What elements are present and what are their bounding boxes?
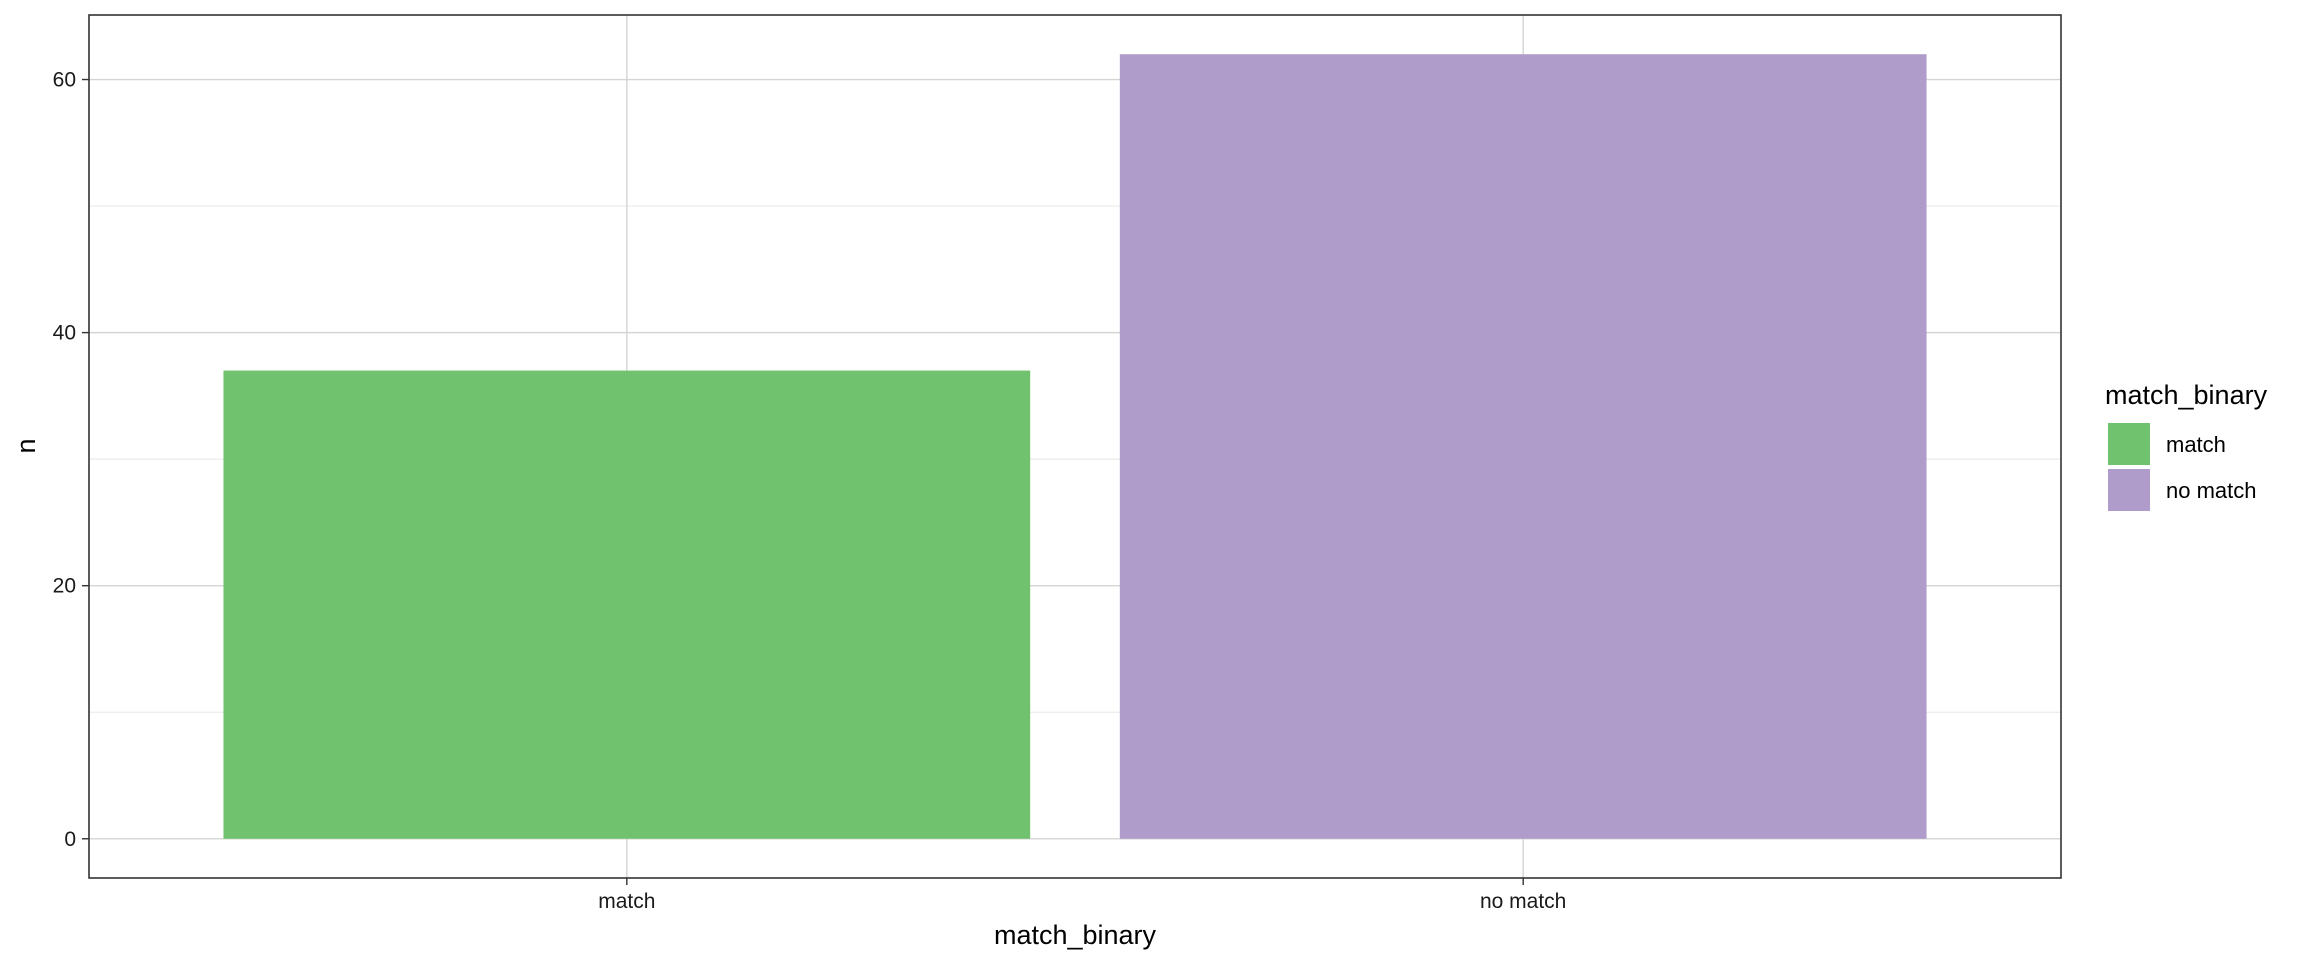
x-axis-title: match_binary bbox=[994, 920, 1157, 950]
y-tick-label: 60 bbox=[53, 69, 76, 92]
legend-label-no-match: no match bbox=[2166, 478, 2257, 503]
x-tick-label: match bbox=[598, 890, 655, 913]
x-tick-label: no match bbox=[1480, 890, 1566, 913]
y-axis: 0 20 40 60 bbox=[53, 69, 89, 851]
y-tick-label: 20 bbox=[53, 575, 76, 598]
legend-label-match: match bbox=[2166, 432, 2226, 457]
bar-match bbox=[223, 370, 1031, 839]
legend-key-match bbox=[2108, 423, 2150, 465]
x-axis: match no match bbox=[598, 878, 1566, 913]
legend: match_binary match no match bbox=[2105, 380, 2268, 511]
bars-group bbox=[223, 54, 1927, 839]
legend-title: match_binary bbox=[2105, 380, 2268, 410]
legend-key-no-match bbox=[2108, 469, 2150, 511]
bar-no-match bbox=[1119, 54, 1927, 839]
plot-border bbox=[88, 14, 2062, 879]
y-tick-label: 40 bbox=[53, 322, 76, 345]
y-tick-label: 0 bbox=[64, 828, 76, 851]
y-axis-title: n bbox=[11, 438, 41, 453]
